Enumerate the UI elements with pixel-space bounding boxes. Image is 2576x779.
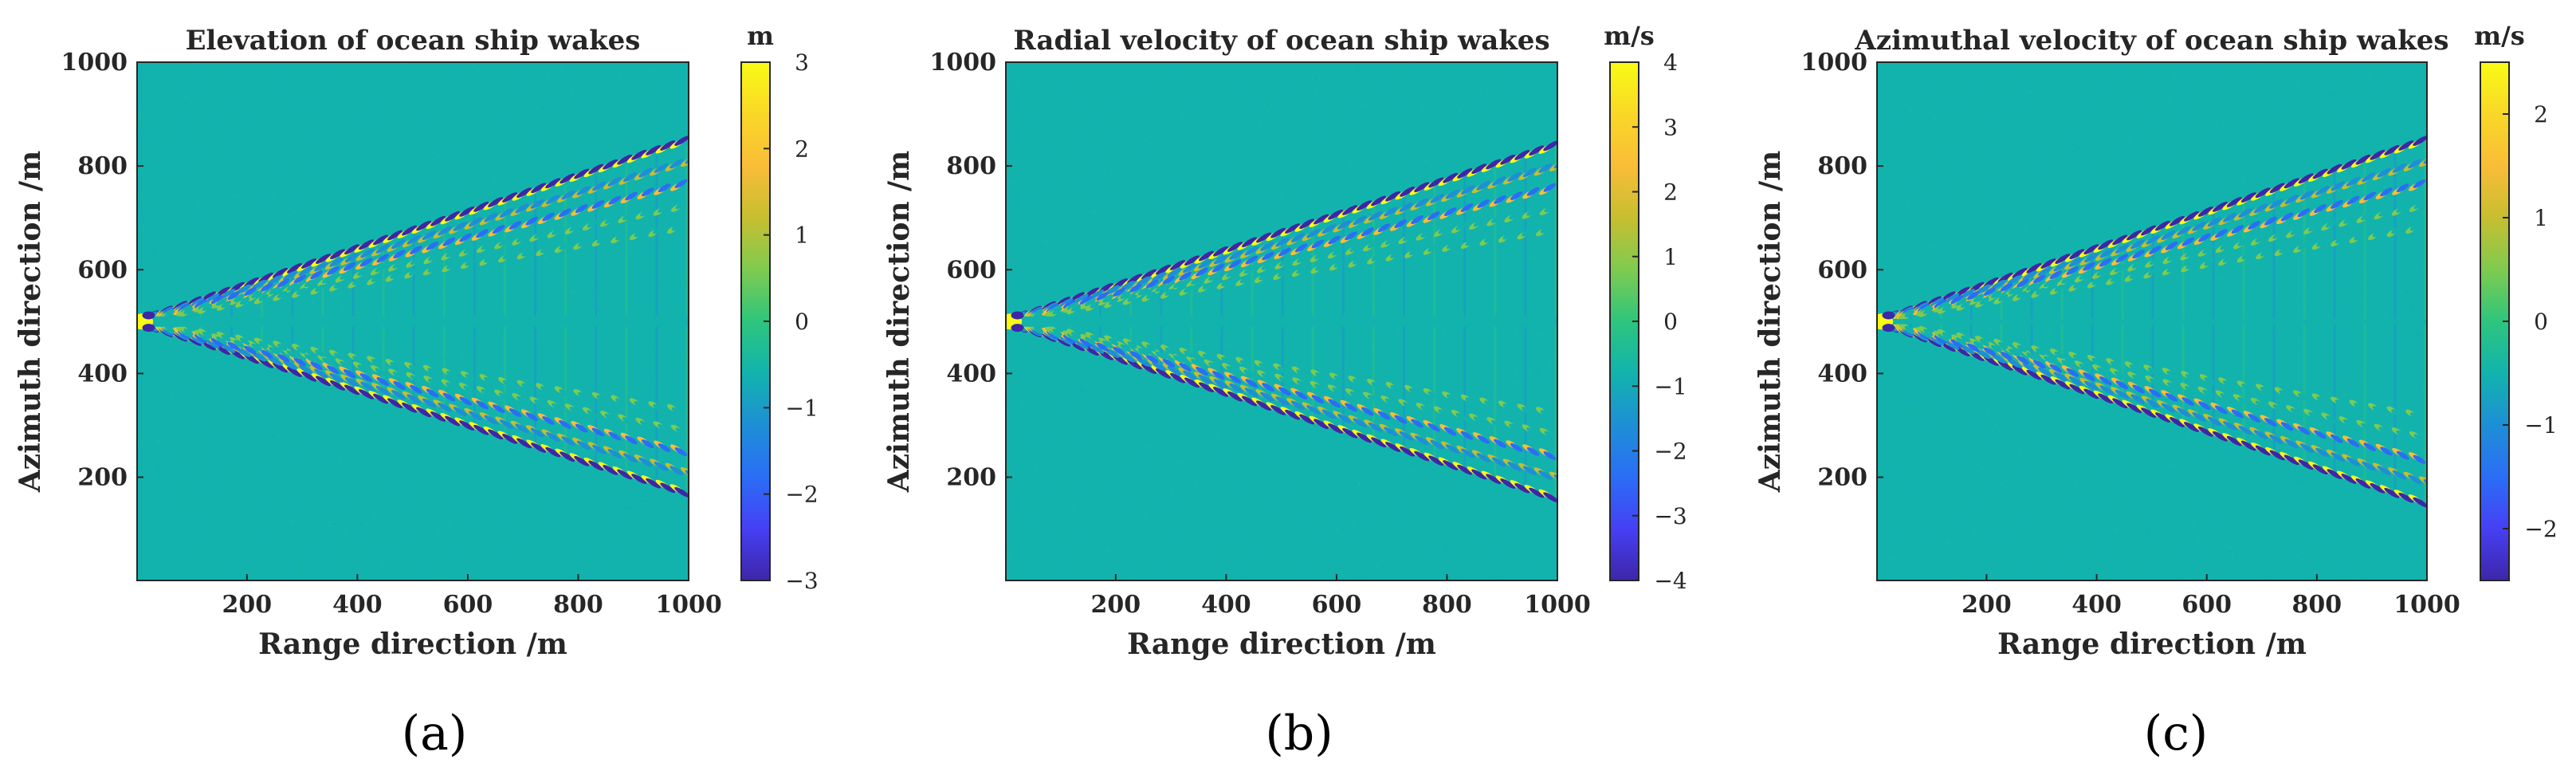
x-axis-label: Range direction /m: [258, 628, 567, 661]
colorbar-tick-label: 1: [2534, 205, 2548, 231]
x-tick-label: 600: [1312, 591, 1362, 619]
panel-a: 200 400 600 800 1000 200 400 600 800 1000 Elevatio…: [14, 21, 819, 761]
colorbar-tick-label: −3: [1654, 503, 1687, 529]
colorbar-tick-label: −4: [1654, 568, 1687, 594]
ticks: 200 400 600 800 1000 200 400 600 800 1000: [61, 49, 722, 619]
ticks: 200 400 600 800 1000 200 400 600 800 1000: [930, 49, 1591, 619]
colorbar-tick-label: 3: [1663, 114, 1678, 140]
colorbar-tick-label: 0: [1663, 309, 1678, 335]
wake-centerline: [153, 316, 689, 327]
x-axis-label: Range direction /m: [1127, 628, 1436, 661]
colorbar-tick-label: −2: [2524, 516, 2557, 542]
y-axis-label: Azimuth direction /m: [14, 151, 47, 494]
y-axis-label: Azimuth direction /m: [882, 151, 916, 494]
kelvin-wake-arms: [139, 136, 689, 498]
x-tick-label: 600: [443, 591, 493, 619]
ship-bow: [1877, 311, 1895, 332]
panel-label: (a): [402, 706, 468, 761]
colorbar-tick-label: −1: [2524, 412, 2557, 439]
wake-centerline: [1022, 316, 1557, 327]
x-tick-label: 1000: [2393, 591, 2460, 619]
wake-centerline: [1893, 319, 2427, 325]
colorbar-tick-label: −2: [785, 482, 818, 508]
y-tick-label: 800: [77, 152, 128, 180]
chart-title: Radial velocity of ocean ship wakes: [1013, 25, 1549, 57]
kelvin-wake-arms: [1879, 136, 2427, 508]
ticks: 200 400 600 800 1000 200 400 600 800 1000: [1801, 49, 2460, 619]
panel-b: 200 400 600 800 1000 200 400 600 800 1000 Radial v…: [882, 21, 1687, 761]
x-axis-label: Range direction /m: [1997, 628, 2307, 661]
y-tick-label: 600: [1817, 256, 1867, 284]
x-tick-label: 400: [2071, 591, 2122, 619]
colorbar-tick-label: −2: [1654, 439, 1687, 465]
colorbar-tick-label: 1: [1663, 244, 1678, 270]
colorbar-tick-label: 4: [1663, 49, 1678, 76]
y-tick-label: 800: [946, 152, 996, 180]
x-tick-label: 200: [1961, 591, 2012, 619]
colorbar-unit: m/s: [1604, 21, 1655, 51]
y-tick-label: 200: [77, 464, 128, 492]
colorbar: 3 2 1 0 −1 −2 −3 m: [740, 21, 819, 594]
x-tick-label: 400: [1201, 591, 1251, 619]
y-tick-label: 1000: [1801, 49, 1868, 77]
chart-title: Elevation of ocean ship wakes: [186, 25, 641, 57]
panel-c: 200 400 600 800 10002004006008001000Azimutha…: [1753, 21, 2558, 761]
y-axis-label: Azimuth direction /m: [1753, 151, 1787, 494]
y-tick-label: 400: [77, 360, 128, 388]
x-tick-label: 600: [2181, 591, 2232, 619]
colorbar-tick-label: 0: [795, 309, 809, 335]
ship-bow: [1006, 311, 1024, 332]
chart-title: Azimuthal velocity of ocean ship wakes: [1854, 25, 2448, 57]
colorbar-tick-label: 3: [795, 49, 809, 76]
x-tick-label: 200: [222, 591, 273, 619]
y-tick-label: 600: [946, 256, 996, 284]
colorbar-tick-label: −3: [785, 568, 818, 594]
sea-clutter: [1006, 63, 1557, 580]
x-tick-label: 1000: [655, 591, 722, 619]
y-tick-label: 200: [1817, 464, 1867, 492]
ship-bow: [137, 311, 155, 332]
colorbar-unit: m/s: [2474, 21, 2525, 51]
colorbar-tick-label: 0: [2534, 309, 2548, 335]
axes-frame: [1005, 61, 1558, 581]
colorbar-tick-label: 2: [1663, 179, 1678, 206]
colorbar-tick-label: −1: [785, 395, 818, 421]
colorbar: 4 3 2 1 0 −1 −2 −3 −4 m/s: [1604, 21, 1687, 594]
y-tick-label: 400: [946, 360, 996, 388]
y-tick-label: 800: [1817, 152, 1867, 180]
colorbar-tick-label: 2: [795, 136, 809, 162]
y-tick-label: 200: [946, 464, 996, 492]
colorbar: 2 1 0 −1 −2 m/s: [2474, 21, 2558, 581]
colorbar-tick-label: −1: [1654, 373, 1687, 399]
x-tick-label: 800: [2292, 591, 2342, 619]
axes-frame: [136, 61, 689, 581]
x-tick-label: 800: [1422, 591, 1472, 619]
colorbar-unit: m: [747, 21, 774, 51]
x-tick-label: 200: [1091, 591, 1141, 619]
panel-label: (b): [1265, 706, 1333, 761]
x-tick-label: 400: [332, 591, 383, 619]
x-tick-label: 1000: [1524, 591, 1591, 619]
heatmap-field: [1877, 62, 2427, 580]
axes-frame: [1876, 61, 2428, 581]
heatmap-field: [137, 63, 689, 580]
panel-label: (c): [2144, 706, 2208, 761]
y-tick-label: 1000: [930, 49, 997, 77]
y-tick-label: 400: [1817, 360, 1867, 388]
y-tick-label: 600: [77, 256, 128, 284]
y-tick-label: 1000: [61, 49, 128, 77]
colorbar-tick-label: 1: [795, 222, 809, 249]
x-tick-label: 800: [553, 591, 603, 619]
colorbar-tick-label: 2: [2534, 101, 2548, 128]
